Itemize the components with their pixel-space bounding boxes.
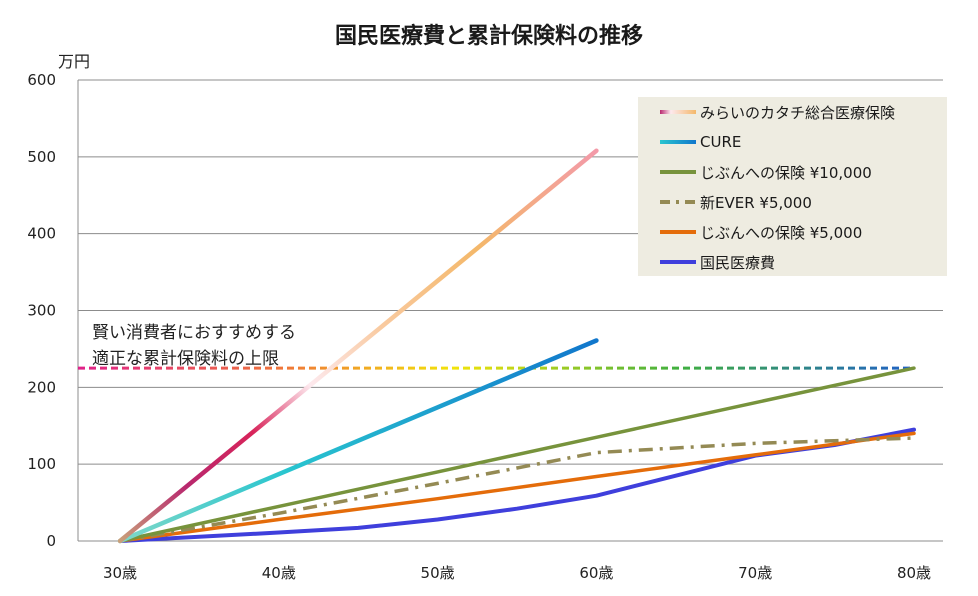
x-tick-label-70: 70歳 [738,564,772,582]
legend-swatch-kokumin [660,260,696,264]
chart-legend: みらいのカタチ総合医療保険 CURE じぶんへの保険 ¥10,000 新EVER… [638,97,947,276]
legend-swatch-ever-5000 [660,200,696,204]
x-tick-label-60: 60歳 [579,564,613,582]
legend-label-jibun-5000: じぶんへの保険 ¥5,000 [700,223,863,242]
x-tick-label-80: 80歳 [897,564,931,582]
axes: 0 100 200 300 400 500 600 30歳 40歳 50歳 60歳 70歳 80歳 [27,71,943,582]
legend-label-ever-5000: 新EVER ¥5,000 [700,193,812,212]
series-line-cure [117,338,599,544]
y-tick-label-400: 400 [27,225,56,243]
y-axis-unit-label: 万円 [58,52,91,71]
legend-label-kokumin: 国民医療費 [700,253,776,272]
annotation-line-2: 適正な累計保険料の上限 [92,349,279,369]
legend-swatch-jibun-10000 [660,170,696,174]
y-tick-label-0: 0 [46,532,56,550]
y-tick-label-600: 600 [27,71,56,89]
legend-item-jibun-5000: じぶんへの保険 ¥5,000 [658,221,862,243]
legend-item-kokumin: 国民医療費 [658,251,775,273]
legend-label-cure: CURE [700,133,742,151]
series-line-mirai [117,148,599,544]
series-line-ever-5000 [119,436,915,543]
legend-item-cure: CURE [658,131,741,153]
series-lines [77,148,916,544]
y-tick-label-500: 500 [27,148,56,166]
y-tick-label-200: 200 [27,378,56,396]
legend-item-mirai: みらいのカタチ総合医療保険 [658,101,895,123]
series-line-jibun-5000 [118,431,916,543]
chart-title: 国民医療費と累計保険料の推移 [334,24,643,49]
y-tick-label-100: 100 [27,455,56,473]
x-tick-label-40: 40歳 [262,564,296,582]
annotation-line-1: 賢い消費者におすすめする [92,323,296,343]
legend-item-ever-5000: 新EVER ¥5,000 [658,191,812,213]
y-tick-label-300: 300 [27,302,56,320]
legend-swatch-jibun-5000 [660,230,696,234]
legend-label-mirai: みらいのカタチ総合医療保険 [700,103,896,122]
x-tick-label-30: 30歳 [103,564,137,582]
series-line-jibun-10000 [118,366,916,543]
legend-swatch-cure [659,140,697,145]
legend-item-jibun-10000: じぶんへの保険 ¥10,000 [658,161,872,183]
x-tick-label-50: 50歳 [421,564,455,582]
legend-swatch-mirai [659,110,697,115]
legend-label-jibun-10000: じぶんへの保険 ¥10,000 [700,163,872,182]
